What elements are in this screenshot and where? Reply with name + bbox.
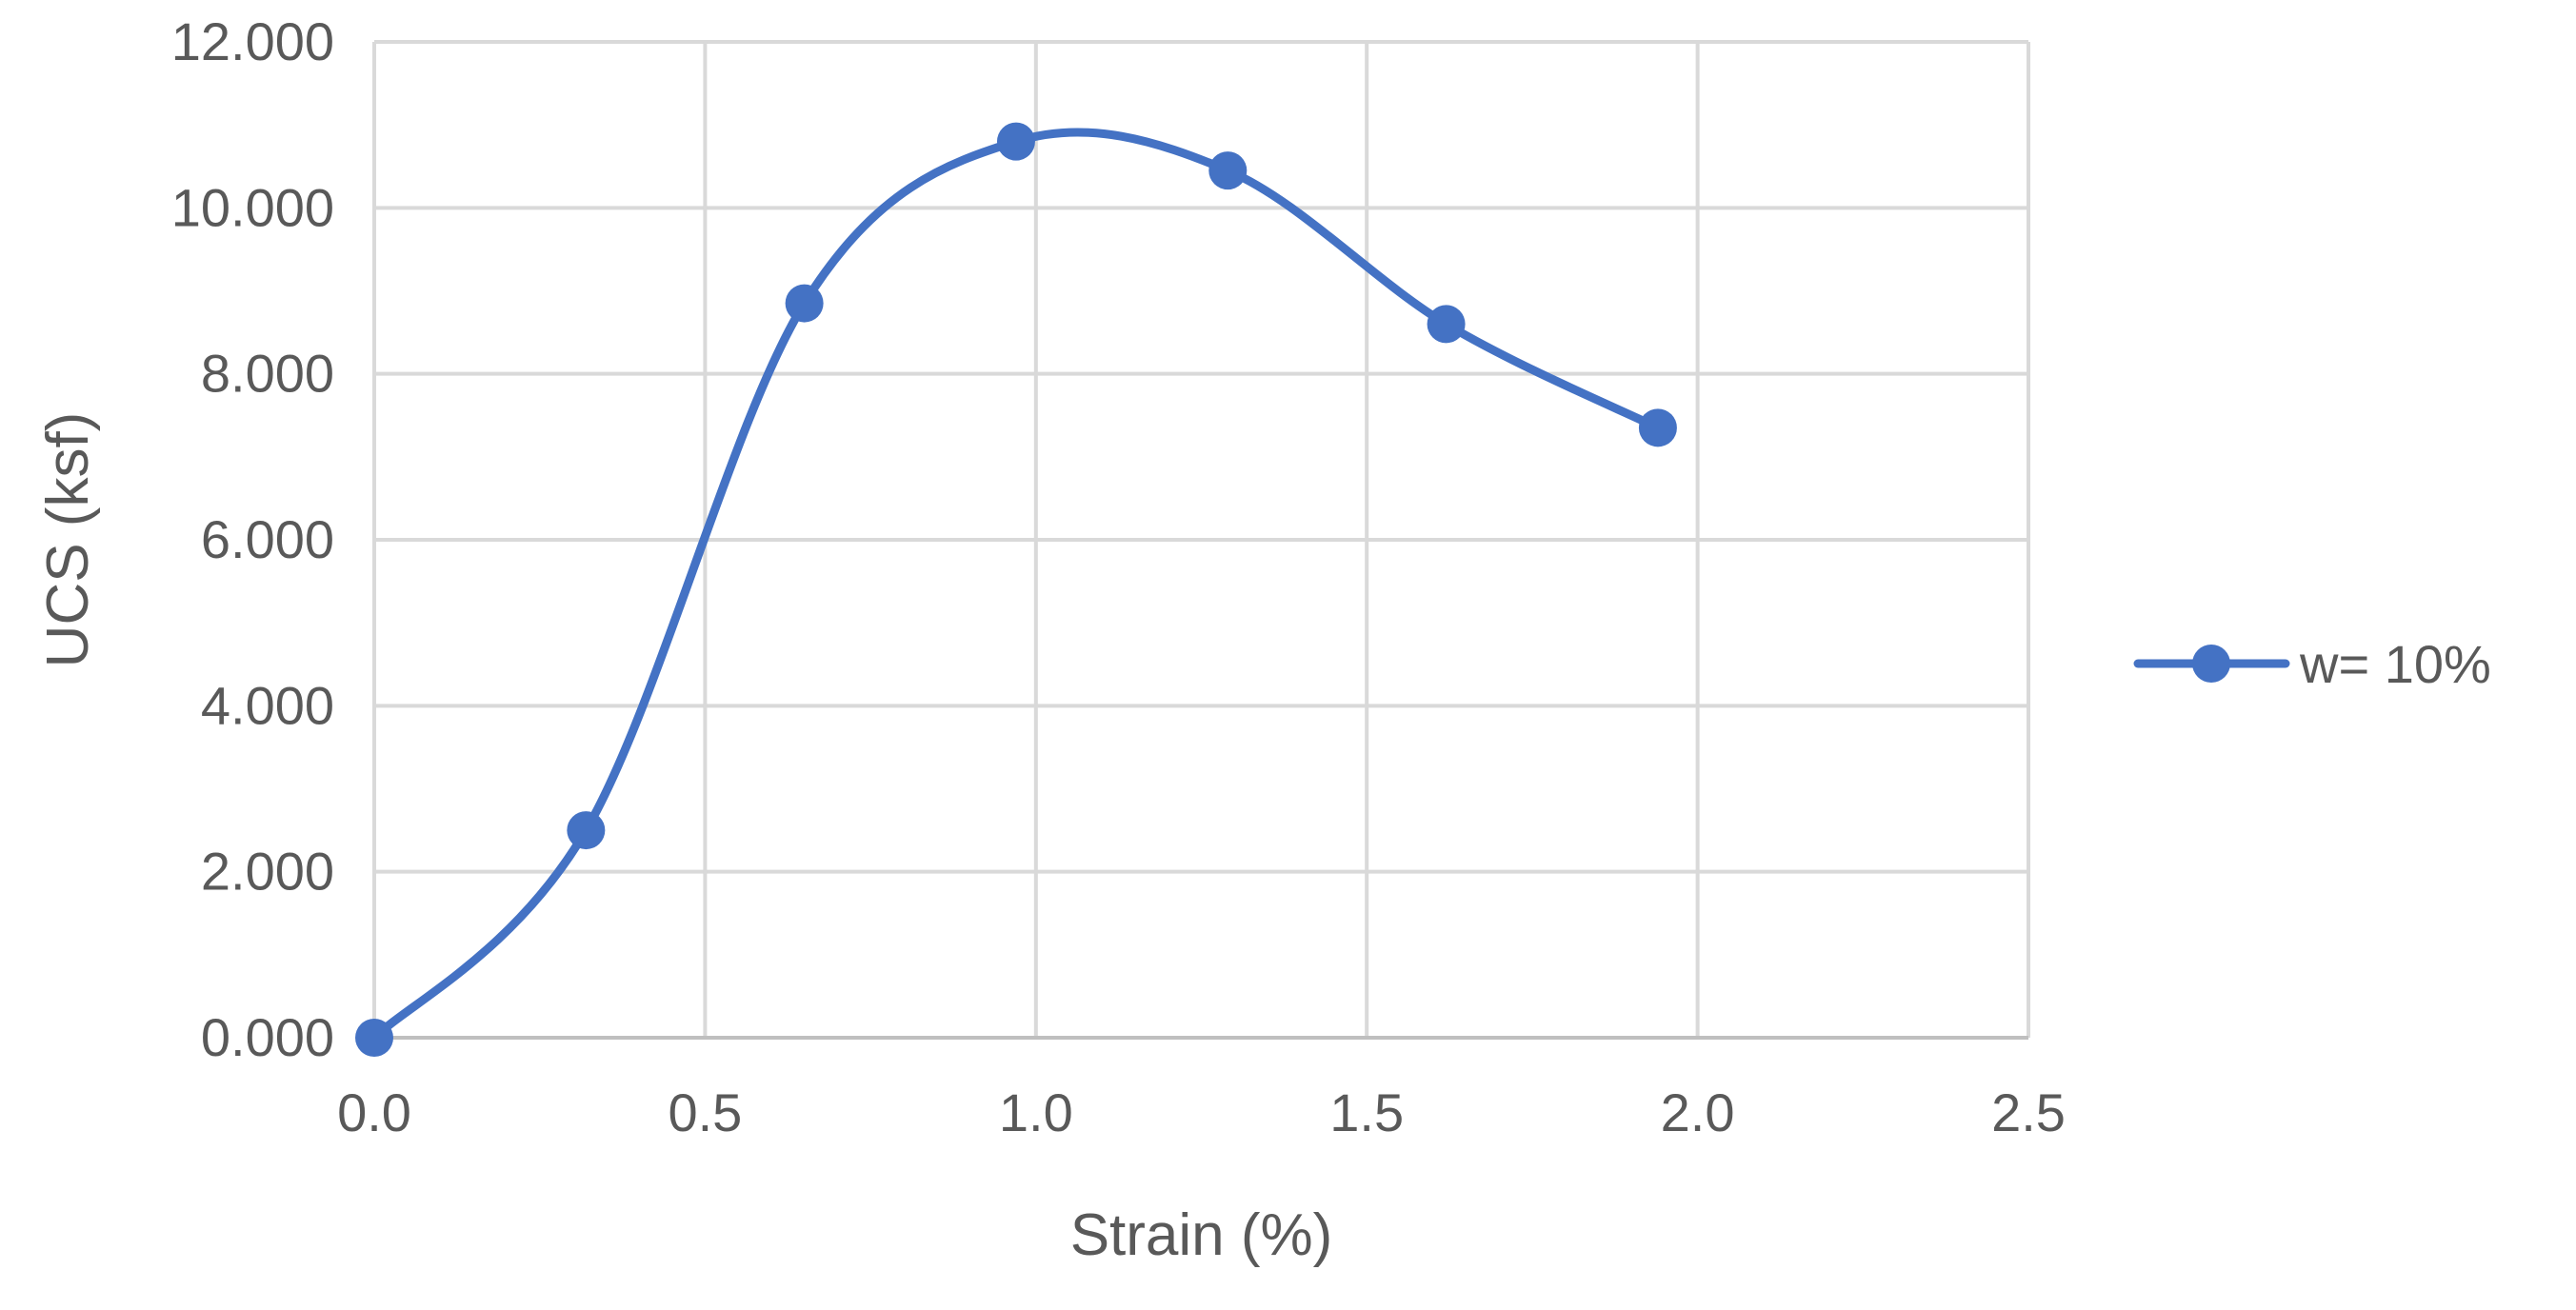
data-point xyxy=(355,1019,393,1057)
tick-labels: 0.000 2.000 4.000 6.000 8.000 10.000 12.000 0.0… xyxy=(171,11,2066,1142)
gridlines xyxy=(372,40,2030,1038)
series xyxy=(355,122,1677,1057)
x-tick-label: 1.0 xyxy=(999,1082,1073,1142)
y-tick-label: 12.000 xyxy=(171,11,334,71)
legend-marker xyxy=(2192,645,2230,683)
y-axis-title: UCS (ksf) xyxy=(35,412,101,668)
x-axis-title: Strain (%) xyxy=(1070,1202,1333,1268)
y-tick-label: 4.000 xyxy=(201,675,334,735)
data-point xyxy=(567,811,606,850)
legend: w= 10% xyxy=(2133,634,2491,694)
data-point xyxy=(785,284,824,323)
x-tick-label: 2.0 xyxy=(1661,1082,1735,1142)
y-tick-label: 6.000 xyxy=(201,509,334,569)
x-tick-label: 2.5 xyxy=(1991,1082,2066,1142)
y-tick-label: 2.000 xyxy=(201,842,334,902)
data-point xyxy=(1208,151,1248,190)
data-point xyxy=(1427,305,1466,344)
y-tick-label: 10.000 xyxy=(171,177,334,237)
y-tick-label: 0.000 xyxy=(201,1007,334,1067)
x-tick-label: 0.0 xyxy=(337,1082,411,1142)
legend-label: w= 10% xyxy=(2299,634,2491,694)
series-line xyxy=(369,128,1663,1042)
y-tick-label: 8.000 xyxy=(201,344,334,404)
x-tick-label: 0.5 xyxy=(668,1082,742,1142)
data-point xyxy=(1638,408,1677,447)
data-point xyxy=(996,122,1035,161)
x-tick-label: 1.5 xyxy=(1329,1082,1404,1142)
